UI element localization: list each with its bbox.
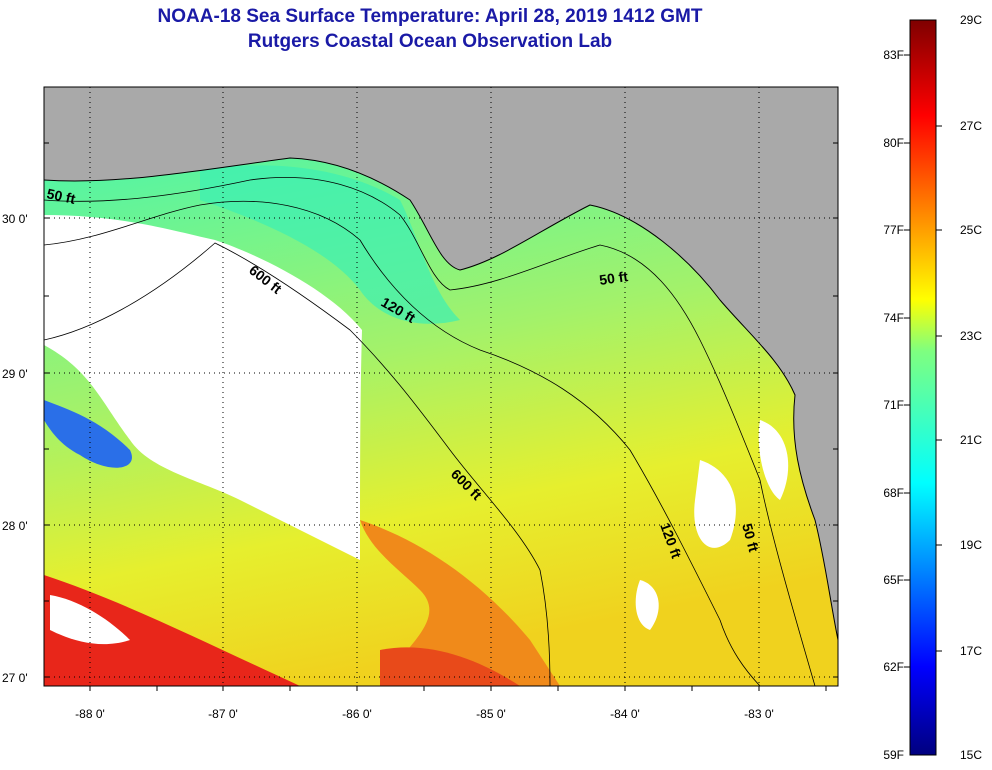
colorbar-c-label: 27C [960, 119, 982, 133]
lon-label-88: -88 0' [75, 707, 105, 721]
colorbar-c-label: 15C [960, 748, 982, 762]
colorbar-ticks [904, 54, 942, 668]
map-title: NOAA-18 Sea Surface Temperature: April 2… [157, 6, 703, 27]
contour-50ft [44, 177, 816, 686]
lon-label-83: -83 0' [744, 707, 774, 721]
colorbar-c-label: 21C [960, 433, 982, 447]
warm-water-south [360, 520, 560, 686]
cloud-mask-southwest [50, 595, 130, 645]
colorbar-c-label: 17C [960, 644, 982, 658]
map-area [44, 87, 838, 686]
cloud-mask-west [44, 215, 362, 560]
warm-core [380, 647, 520, 686]
colorbar-f-label: 77F [883, 223, 904, 237]
contour-600ft [44, 242, 551, 686]
lat-label-30: 30 0' [2, 212, 28, 226]
contour-label-50ft-southeast: 50 ft [739, 522, 762, 554]
colorbar-c-label: 23C [960, 329, 982, 343]
colorbar-f-label: 68F [883, 486, 904, 500]
contour-120ft [44, 200, 761, 686]
colorbar-f-label: 59F [883, 748, 904, 762]
colorbar-f-label: 65F [883, 573, 904, 587]
lon-label-86: -86 0' [342, 707, 372, 721]
lat-label-28: 28 0' [2, 519, 28, 533]
cloud-mask-east [694, 460, 736, 548]
contour-label-50ft-east: 50 ft [598, 268, 629, 288]
coastline [44, 157, 838, 641]
axis-ticks [44, 142, 838, 691]
colorbar-f-label: 71F [883, 398, 904, 412]
lon-label-84: -84 0' [610, 707, 640, 721]
colorbar-f-label: 80F [883, 136, 904, 150]
lon-label-85: -85 0' [476, 707, 506, 721]
map-subtitle: Rutgers Coastal Ocean Observation Lab [247, 31, 613, 52]
lat-label-27: 27 0' [2, 671, 28, 685]
colorbar-c-label: 19C [960, 538, 982, 552]
warm-water-southwest [44, 575, 300, 686]
map-frame [43, 86, 839, 687]
contour-label-50ft-west: 50 ft [45, 185, 77, 207]
colorbar-c-label: 25C [960, 223, 982, 237]
cloud-mask-coast [758, 420, 789, 500]
cool-water [200, 165, 460, 324]
colorbar-f-label: 62F [883, 660, 904, 674]
cold-patch [44, 400, 132, 468]
lat-label-29: 29 0' [2, 367, 28, 381]
cloud-mask-southeast [635, 580, 659, 630]
lon-label-87: -87 0' [208, 707, 238, 721]
colorbar-c-label: 29C [960, 13, 982, 27]
colorbar [909, 19, 937, 756]
colorbar-f-label: 74F [883, 311, 904, 325]
colorbar-f-label: 83F [883, 48, 904, 62]
